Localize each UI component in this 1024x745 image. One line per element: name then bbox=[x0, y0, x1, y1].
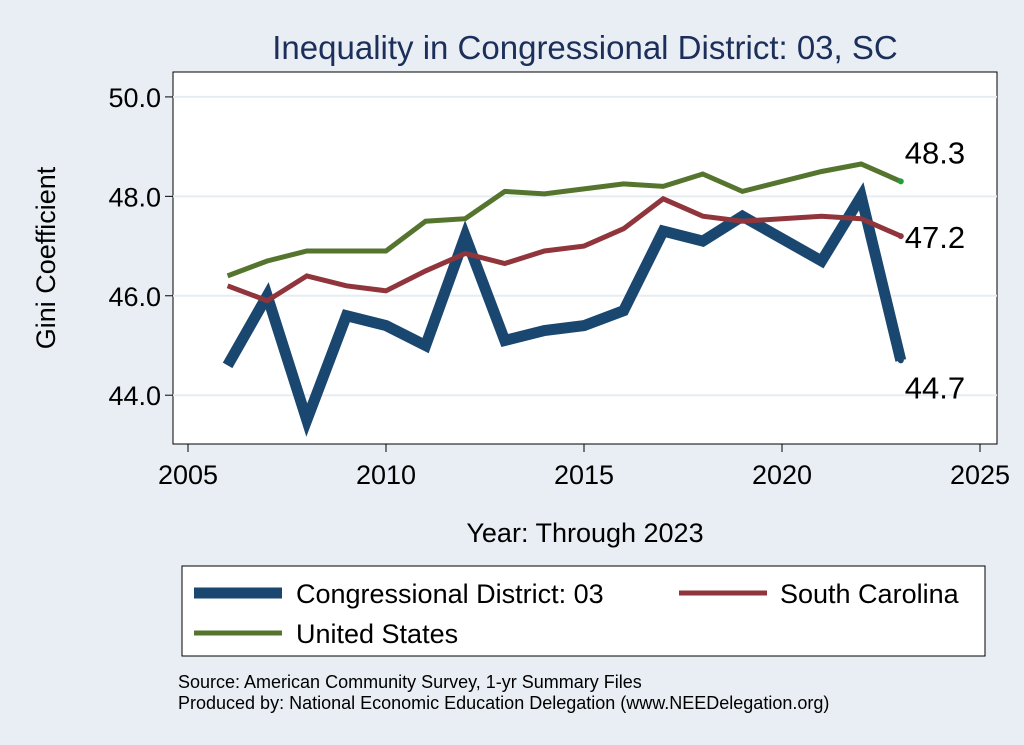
legend-label-district: Congressional District: 03 bbox=[296, 579, 604, 609]
series-end-point-0 bbox=[897, 357, 904, 364]
x-tick-label: 2010 bbox=[356, 460, 416, 490]
series-end-point-1 bbox=[897, 233, 904, 240]
end-value-label-2: 48.3 bbox=[905, 135, 965, 170]
series-line-2 bbox=[226, 161, 902, 279]
end-value-label-1: 47.2 bbox=[905, 220, 965, 255]
x-axis-title: Year: Through 2023 bbox=[466, 518, 703, 548]
series-line-1 bbox=[226, 195, 902, 304]
series-line-0 bbox=[222, 182, 907, 437]
x-tick-label: 2025 bbox=[950, 460, 1010, 490]
producer-note: Produced by: National Economic Education… bbox=[178, 693, 829, 713]
y-axis-title: Gini Coefficient bbox=[31, 166, 61, 349]
x-tick-label: 2020 bbox=[752, 460, 812, 490]
y-tick-label: 48.0 bbox=[108, 182, 161, 212]
legend-label-state: South Carolina bbox=[780, 579, 960, 609]
legend-box bbox=[181, 565, 986, 657]
series-end-point-2 bbox=[897, 178, 904, 185]
source-note: Source: American Community Survey, 1-yr … bbox=[178, 672, 642, 692]
plot-area bbox=[172, 71, 998, 445]
end-value-label-0: 44.7 bbox=[905, 370, 965, 405]
x-tick-label: 2015 bbox=[554, 460, 614, 490]
legend: Congressional District: 03 South Carolin… bbox=[181, 565, 986, 657]
y-tick-label: 44.0 bbox=[108, 381, 161, 411]
chart-title: Inequality in Congressional District: 03… bbox=[272, 29, 897, 66]
y-tick-label: 50.0 bbox=[108, 83, 161, 113]
x-tick-label: 2005 bbox=[158, 460, 218, 490]
y-tick-label: 46.0 bbox=[108, 282, 161, 312]
legend-label-us: United States bbox=[296, 619, 458, 649]
